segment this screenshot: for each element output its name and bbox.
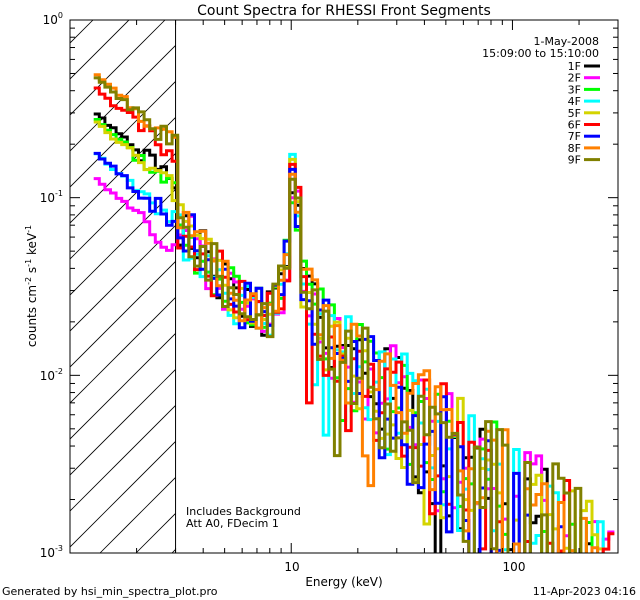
y-tick-label-2: 10-1 [40, 189, 63, 205]
series-line-2F [93, 177, 615, 553]
hatch-line [70, 224, 176, 332]
y-tick-label-1: 100 [43, 11, 63, 27]
y-tick-label-4: 10-3 [40, 544, 63, 560]
legend-label-7F: 7F [568, 130, 581, 143]
hatch-line [70, 152, 176, 260]
hatch-line [0, 20, 21, 553]
legend-label-5F: 5F [568, 107, 581, 120]
legend-label-3F: 3F [568, 83, 581, 96]
axis-ticks [69, 19, 619, 554]
hatched-region [0, 20, 640, 553]
x-axis-label: Energy (keV) [305, 575, 382, 589]
chart-title: Count Spectra for RHESSI Front Segments [197, 3, 491, 19]
plot-frame [69, 19, 619, 554]
hatch-line [70, 368, 176, 476]
legend-label-2F: 2F [568, 72, 581, 85]
legend-label-8F: 8F [568, 142, 581, 155]
series-layer [93, 73, 615, 553]
hatch-line [70, 80, 176, 188]
hatch-line [604, 20, 640, 553]
time-range-label: 15:09:00 to 15:10:00 [482, 47, 599, 60]
y-tick-label-3: 10-2 [40, 367, 63, 383]
hatch-line [70, 404, 176, 512]
date-label: 1-May-2008 [534, 35, 599, 48]
legend-label-4F: 4F [568, 95, 581, 108]
series-line-9F [93, 76, 583, 553]
timestamp-footer: 11-Apr-2023 04:16 [533, 585, 636, 598]
annotation-background: Includes Background [186, 505, 301, 518]
x-tick-label-100: 100 [503, 560, 526, 574]
generated-by-footer: Generated by hsi_min_spectra_plot.pro [2, 585, 218, 598]
hatch-line [70, 188, 176, 296]
hatch-line [70, 440, 176, 548]
hatch-line [70, 44, 176, 152]
annotation-attenuator: Att A0, FDecim 1 [186, 517, 279, 530]
hatch-line [70, 260, 176, 368]
series-line-6F [93, 86, 615, 553]
legend-label-6F: 6F [568, 119, 581, 132]
y-axis-label: counts cm-2 s-1 keV-1 [24, 225, 39, 347]
legend-label-9F: 9F [568, 154, 581, 167]
legend-label-1F: 1F [568, 60, 581, 73]
x-tick-label-10: 10 [284, 560, 299, 574]
hatch-line [70, 20, 166, 116]
